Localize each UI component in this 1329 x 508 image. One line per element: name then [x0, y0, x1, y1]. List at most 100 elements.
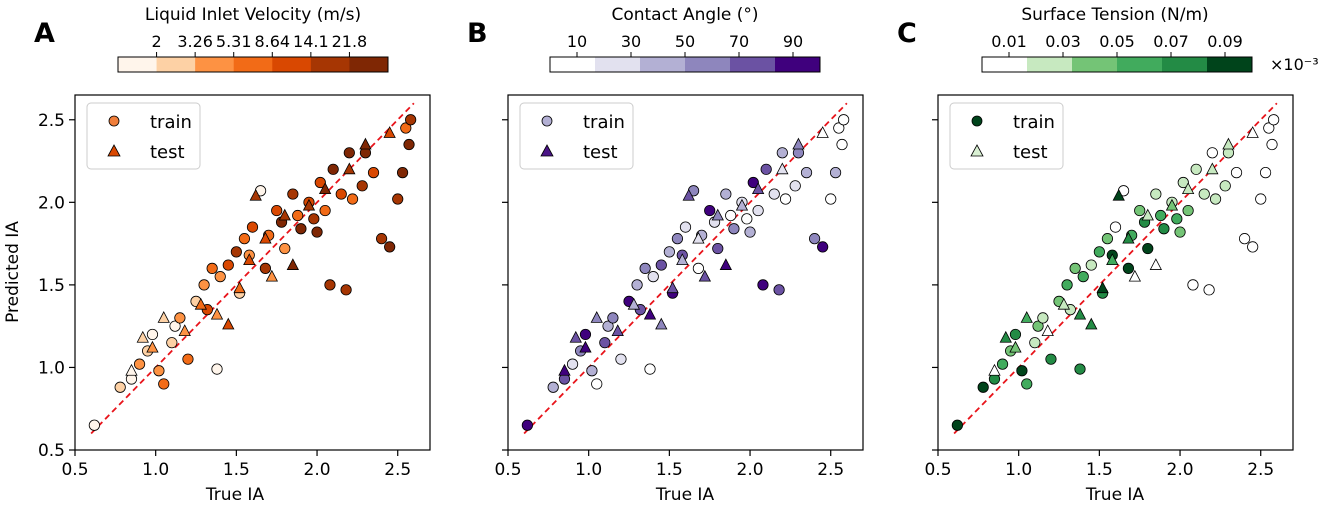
panel-b-colorbar-title: Contact Angle (°)	[611, 5, 758, 25]
train-point	[647, 271, 659, 283]
train-point	[146, 328, 159, 341]
panel-b: B Contact Angle (°) 10 30 50 70 90 0.5 1.0 1.5…	[467, 5, 864, 505]
panel-b-axes-frame	[507, 94, 864, 451]
panel-b-legend-train-label: train	[583, 112, 625, 133]
test-point	[1057, 297, 1071, 310]
train-point	[396, 167, 409, 179]
train-point	[174, 312, 186, 324]
colorbar-tick-label: 21.8	[332, 32, 368, 51]
colorbar-segment	[310, 57, 350, 72]
panel-c-colorbar-title: Surface Tension (N/m)	[1021, 5, 1208, 25]
train-point	[579, 328, 592, 341]
test-point	[999, 330, 1012, 343]
train-point	[206, 262, 218, 274]
panel-a-legend-test-marker	[107, 144, 121, 157]
x-tick-label: 1.5	[223, 460, 250, 480]
train-point	[133, 358, 146, 370]
panel-a-legend-train-label: train	[150, 112, 192, 133]
train-point	[789, 180, 801, 192]
train-point	[1238, 233, 1251, 245]
panel-a-colorbar: 2 3.26 5.31 8.64 14.1 21.8	[117, 32, 389, 73]
train-point	[760, 163, 772, 175]
x-tick-label: 2.0	[304, 460, 331, 480]
train-point	[1093, 246, 1105, 258]
test-point	[1122, 231, 1135, 244]
identity-line	[953, 102, 1278, 435]
train-point	[222, 259, 234, 271]
train-point	[356, 180, 368, 192]
train-point	[644, 363, 656, 375]
x-tick-label: 0.5	[924, 460, 951, 480]
colorbar-tick-label: 0.01	[991, 32, 1027, 51]
x-tick-label: 2.5	[1247, 460, 1274, 480]
train-point	[319, 204, 331, 217]
test-point	[243, 253, 256, 266]
test-point	[988, 363, 1001, 376]
panel-c: C Surface Tension (N/m) 0.01 0.03 0.05 0.07…	[897, 5, 1319, 505]
train-point	[768, 188, 780, 200]
test-point	[233, 281, 246, 294]
train-point	[238, 233, 251, 245]
train-point	[169, 320, 181, 332]
test-point	[792, 137, 805, 150]
colorbar-segment	[1162, 57, 1208, 72]
train-point	[400, 122, 412, 134]
train-point	[314, 176, 326, 189]
train-point	[375, 233, 388, 245]
panel-c-plot-area: 0.5 1.0 1.5 2.0 2.5	[924, 102, 1280, 480]
test-point	[776, 162, 789, 175]
train-point	[602, 320, 614, 332]
train-point	[720, 188, 732, 200]
x-tick-label: 1.5	[656, 460, 683, 480]
panel-c-legend-train-marker	[971, 115, 983, 127]
colorbar-segment	[730, 57, 776, 72]
panel-c-xlabel: True IA	[1085, 485, 1145, 505]
panel-a-xlabel: True IA	[205, 485, 265, 505]
train-point	[725, 209, 737, 222]
test-point	[569, 330, 582, 343]
train-point	[671, 233, 684, 245]
test-point	[1165, 198, 1179, 211]
train-point	[166, 337, 178, 349]
train-point	[704, 204, 716, 217]
train-point	[182, 353, 194, 365]
train-point	[825, 193, 837, 205]
train-point	[1101, 233, 1114, 245]
train-point	[1203, 284, 1215, 296]
test-point	[265, 269, 279, 282]
test-point	[1246, 126, 1259, 138]
colorbar-segment	[195, 57, 235, 72]
panel-c-colorbar-exponent: ×10⁻³	[1270, 55, 1319, 74]
train-point	[1266, 138, 1278, 151]
colorbar-segment	[156, 57, 196, 72]
panel-c-legend-test-marker	[970, 144, 984, 157]
test-point	[210, 307, 224, 320]
train-point	[639, 262, 651, 274]
train-point	[1247, 241, 1259, 253]
colorbar-segment	[233, 57, 273, 72]
test-point	[558, 363, 571, 376]
test-point	[136, 330, 149, 343]
train-point	[712, 242, 724, 255]
train-point	[295, 223, 307, 235]
train-point	[1021, 378, 1033, 390]
test-point	[249, 188, 262, 201]
test-point	[611, 324, 624, 337]
test-point	[194, 297, 208, 310]
test-point	[1206, 162, 1219, 175]
panel-c-axes-frame	[937, 94, 1294, 451]
colorbar-tick-label: 90	[783, 32, 803, 51]
train-point	[1029, 337, 1041, 349]
test-point	[682, 188, 695, 201]
colorbar-tick-label: 5.31	[216, 32, 252, 51]
train-point	[340, 284, 352, 296]
test-point	[1106, 253, 1119, 266]
train-point	[1259, 167, 1272, 179]
train-point	[1209, 193, 1222, 205]
test-point	[655, 317, 668, 330]
test-point	[1020, 311, 1033, 323]
colorbar-tick-label: 50	[675, 32, 695, 51]
train-point	[343, 147, 355, 159]
train-point	[114, 381, 126, 393]
